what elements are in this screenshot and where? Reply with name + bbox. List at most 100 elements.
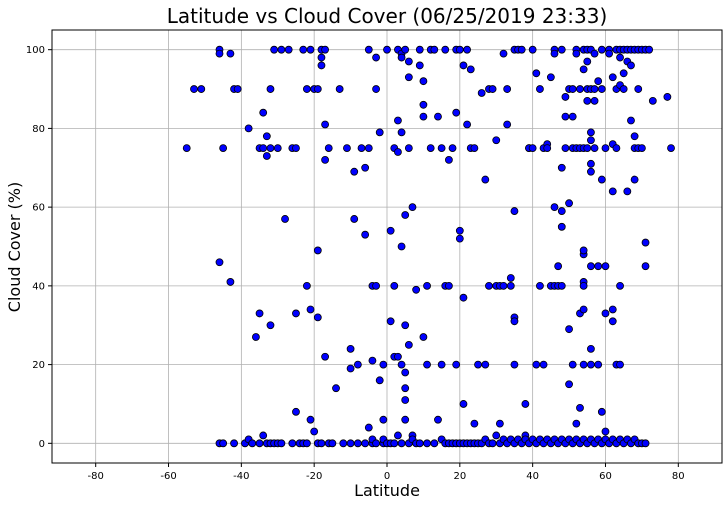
- data-point: [587, 159, 595, 168]
- data-point: [459, 400, 468, 408]
- data-point: [284, 45, 293, 54]
- data-point: [572, 49, 581, 58]
- data-point: [481, 175, 490, 184]
- data-point: [372, 85, 380, 93]
- data-point: [550, 49, 559, 58]
- data-point: [288, 439, 297, 448]
- data-point: [539, 360, 548, 369]
- data-point: [299, 45, 308, 54]
- data-point: [397, 360, 406, 369]
- data-point: [455, 234, 464, 243]
- data-point: [415, 61, 424, 70]
- x-axis-ticks: -80 -60 -40 -20 0 20 40 60 80: [88, 463, 685, 482]
- y-axis-label: Cloud Cover (%): [5, 182, 24, 312]
- data-point: [386, 317, 395, 326]
- data-point: [536, 85, 544, 93]
- data-point: [597, 85, 606, 93]
- data-point: [401, 368, 410, 377]
- data-point: [266, 85, 275, 93]
- data-point: [663, 93, 672, 101]
- data-point: [302, 85, 311, 93]
- data-point: [470, 144, 479, 152]
- y-tick-label: 60: [32, 203, 45, 214]
- data-point: [273, 144, 282, 152]
- data-point: [324, 144, 333, 152]
- data-point: [579, 246, 588, 255]
- data-point: [346, 439, 355, 448]
- data-point: [608, 317, 617, 326]
- data-point: [394, 431, 402, 440]
- y-tick-label: 40: [32, 281, 45, 292]
- data-point: [466, 65, 475, 74]
- data-point: [350, 167, 359, 176]
- data-point: [605, 49, 614, 58]
- data-point: [423, 281, 431, 290]
- data-point: [561, 144, 570, 152]
- data-point: [306, 45, 315, 54]
- data-point: [463, 45, 472, 54]
- data-point: [321, 352, 329, 361]
- data-point: [474, 360, 482, 369]
- data-point: [434, 415, 442, 424]
- data-point: [587, 128, 595, 137]
- data-point: [597, 407, 606, 416]
- data-point: [481, 360, 490, 369]
- data-point: [404, 73, 413, 82]
- data-point: [306, 305, 315, 314]
- data-point: [262, 152, 271, 160]
- data-point: [353, 360, 362, 369]
- grid: [52, 30, 722, 463]
- data-point: [627, 61, 635, 70]
- data-point: [503, 85, 512, 93]
- x-tick-label: 0: [384, 471, 390, 482]
- y-tick-label: 0: [39, 439, 45, 450]
- data-point: [419, 77, 428, 86]
- data-point: [619, 69, 628, 78]
- data-point: [423, 439, 431, 448]
- data-point: [259, 108, 268, 117]
- data-point: [379, 415, 388, 424]
- data-point: [616, 53, 624, 62]
- data-point: [215, 258, 224, 267]
- data-point: [401, 396, 410, 404]
- data-point: [557, 45, 566, 54]
- data-point: [583, 57, 592, 66]
- data-point: [390, 439, 399, 448]
- data-point: [317, 53, 326, 62]
- data-point: [532, 69, 541, 78]
- data-point: [313, 85, 322, 93]
- data-point: [248, 439, 257, 448]
- data-point: [313, 313, 322, 322]
- data-point: [292, 144, 300, 152]
- data-point: [557, 222, 566, 231]
- data-point: [557, 163, 566, 172]
- data-point: [506, 274, 515, 282]
- data-point: [262, 132, 271, 141]
- data-point: [510, 360, 519, 369]
- y-tick-label: 80: [32, 124, 45, 135]
- data-point: [372, 53, 380, 62]
- data-point: [197, 85, 206, 93]
- data-point: [572, 419, 581, 428]
- data-point: [397, 439, 406, 448]
- data-point: [623, 187, 632, 196]
- data-point: [601, 427, 610, 436]
- x-tick-label: 60: [599, 471, 612, 482]
- data-point: [616, 360, 624, 369]
- data-point: [259, 144, 268, 152]
- data-point: [612, 144, 621, 152]
- data-point: [587, 360, 595, 369]
- data-point: [445, 155, 453, 164]
- data-point: [601, 144, 610, 152]
- data-point: [630, 132, 639, 141]
- data-point: [492, 136, 501, 145]
- data-point: [554, 262, 563, 271]
- data-point: [455, 45, 464, 54]
- data-point: [587, 344, 595, 353]
- x-axis-label: Latitude: [354, 481, 420, 500]
- data-point: [576, 403, 584, 412]
- data-point: [488, 439, 497, 448]
- data-point: [270, 45, 279, 54]
- data-point: [648, 96, 657, 105]
- data-point: [637, 144, 646, 152]
